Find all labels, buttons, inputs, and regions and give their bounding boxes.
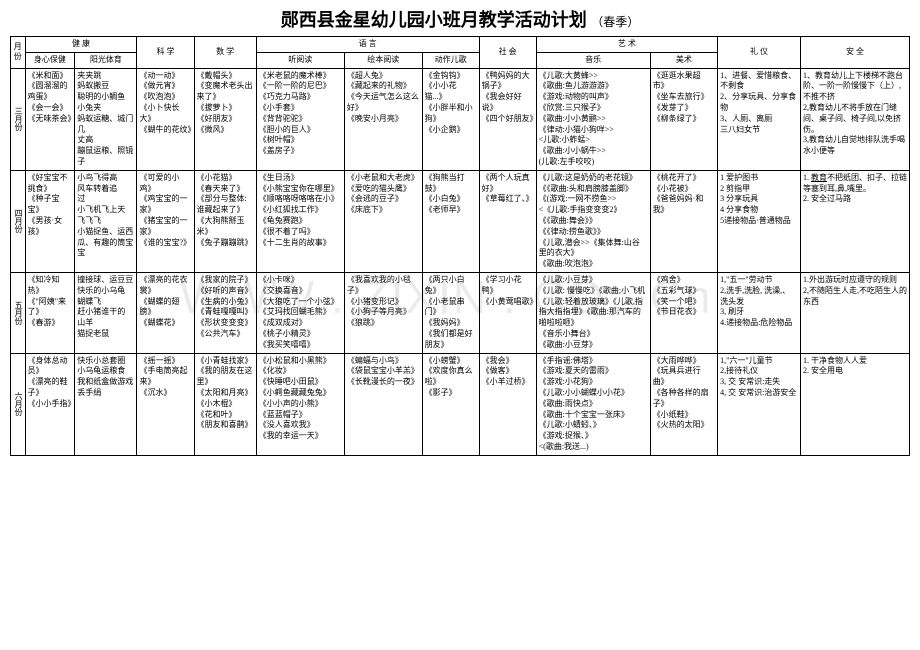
sun-cell: 夹夹跳蚂蚁搬豆聪明的小鲷鱼小兔夹蚂蚁运糖、城门几丈高蹦鼠运粮、照镜子 — [75, 68, 137, 170]
h-song: 动作儿歌 — [422, 52, 479, 68]
table-row: 五月份《知冷知热》《"阿姨"来了》《春游》撞接球、运豆豆快乐的小乌龟蝴蝶飞赶小猪… — [11, 272, 910, 353]
h-listen: 听阅读 — [256, 52, 344, 68]
h-art: 艺 术 — [536, 37, 717, 53]
social-cell: 《鸭妈妈的大锅子》《我会好好说》《四个好朋友》 — [479, 68, 536, 170]
h-picture: 绘本阅读 — [344, 52, 422, 68]
h-safety: 安 全 — [801, 37, 910, 69]
science-cell: 《可爱的小鸡》《鸡宝宝的一家》《猪宝宝的一家》《谁的宝宝?》 — [137, 170, 194, 272]
music-cell: 《手指谣:佛塔》《游戏:夏天的雷雨》《游戏:小花狗》《儿歌:小小蝴蝶小小花》《歌… — [536, 353, 650, 455]
body-cell: 《身体总动员》《漂亮的鞋子》《小小手指》 — [25, 353, 75, 455]
picture-cell: 《蝙蝠与小鸟》《袋鼠宝宝小羊羔》《长靴漫长的一夜》 — [344, 353, 422, 455]
h-fine: 美术 — [650, 52, 717, 68]
song-cell: 《金钩钩》《小小花猫...》《小胖半和小狗》《小企鹅》 — [422, 68, 479, 170]
plan-table: 月份 健 康 科 学 数 学 语 言 社 会 艺 术 礼 仪 安 全 身心保健 … — [10, 36, 910, 456]
listen-cell: 《小卡咪》《交换喜音》《大狼吃了一个小弦》《艾玛找回蝴毛熊》《成双成对》《桃子小… — [256, 272, 344, 353]
body-cell: 《米和面》《圆溜溜的鸡蛋》《会一会》《无味茶会》 — [25, 68, 75, 170]
table-row: 六月份《身体总动员》《漂亮的鞋子》《小小手指》快乐小总套圈小乌龟运粮食我和纸盒做… — [11, 353, 910, 455]
social-cell: 《两个人玩真好》《草莓红了、》 — [479, 170, 536, 272]
math-cell: 《戴帽头》《变魔术老头出来了》《拔萝卜》《好朋友》《微风》 — [194, 68, 256, 170]
song-cell: 《小螃蟹》《欢度你真么啦》《影子》 — [422, 353, 479, 455]
table-row: 四月份《好宝宝不挑食》《种子宝宝》《男孩·女孩》小鸟飞得高风车转着追过小飞机飞上… — [11, 170, 910, 272]
safety-cell: 1.外出游玩时应遵守的规则2,不随陌生人走,不吃陌生人的东西 — [801, 272, 910, 353]
etiquette-cell: 1,"五一"劳动节2,洗手,洗脸, 洗澡,、洗头发3, 刷牙4.递接物品:危险物… — [718, 272, 801, 353]
h-science: 科 学 — [137, 37, 194, 69]
song-cell: 《两只小白兔》《小老鼠串门》《我妈妈》《我们都是好朋友》 — [422, 272, 479, 353]
math-cell: 《小花猫》《春天来了》《部分与整体:谁藏起来了》《大狗熊掰玉米》《兔子蹦蹦跳》 — [194, 170, 256, 272]
title-sub: （春季） — [591, 15, 639, 29]
picture-cell: 《我喜欢我的小毯子》《小猪变形记》《小狗子等月亮》《狼跳》 — [344, 272, 422, 353]
sun-cell: 撞接球、运豆豆快乐的小乌龟蝴蝶飞赶小猪谁干的山羊猫捉老鼠 — [75, 272, 137, 353]
science-cell: 《摇一摇》《手电筒亮起来》《沉水》 — [137, 353, 194, 455]
title-main: 郧西县金星幼儿园小班月教学活动计划 — [281, 10, 587, 30]
listen-cell: 《生日汤》《小熊宝宝你在哪里》《顺咯咯呀咯咯在小》《小红狐找工作》《龟兔赛跑》《… — [256, 170, 344, 272]
music-cell: 《儿歌:大黄蜂>>《歌曲:鱼儿游游游》《游戏:动物的叫声》《欣赏:三只猴子》《歌… — [536, 68, 650, 170]
fine-cell: 《逛逛水果超市》《坐车去旅行》《发芽了》《柳条绿了》 — [650, 68, 717, 170]
song-cell: 《狗熊当打鼓》《小白兔》《老师早》 — [422, 170, 479, 272]
fine-cell: 《大雨哗哗》《玩具兵进行曲》《各种各样的扇子》《小纸鞋》《火热的太阳》 — [650, 353, 717, 455]
picture-cell: 《超人兔》《藏起来的礼物》《今天运气怎么这么好》《晚安小月亮》 — [344, 68, 422, 170]
month-cell: 五月份 — [11, 272, 26, 353]
safety-cell: 1、教育幼儿上下楼梯不跑台阶、一阶一阶慢慢下（上）,不推不挤2,教育幼儿不将手放… — [801, 68, 910, 170]
h-health: 健 康 — [25, 37, 137, 53]
sun-cell: 快乐小总套圈小乌龟运粮食我和纸盒做游戏丢手绢 — [75, 353, 137, 455]
page-title: 郧西县金星幼儿园小班月教学活动计划 （春季） — [0, 0, 920, 36]
etiquette-cell: 1,"六一"儿童节2,接待礼仪3, 交 安常识:走失4, 交 安常识:治游安全 — [718, 353, 801, 455]
etiquette-cell: 1 爱护图书2 剪指甲3 分享玩具4 分享食物5递接物品·普通物品 — [718, 170, 801, 272]
h-language: 语 言 — [256, 37, 479, 53]
math-cell: 《小青蛙找家》《我的朋友在这里》《太阳和月亮》《小木棍》《花和叶》《朋友和喜鹊》 — [194, 353, 256, 455]
math-cell: 《我家的院子》《好听的声音》《生病的小兔》《青蛙嘎嘎叫》《形状变变变》《公共汽车… — [194, 272, 256, 353]
h-math: 数 学 — [194, 37, 256, 69]
fine-cell: 《鸡舍》《五彩气球》《笑一个吧》《节日花衣》 — [650, 272, 717, 353]
body-cell: 《知冷知热》《"阿姨"来了》《春游》 — [25, 272, 75, 353]
safety-cell: 1. 干净食物人人爱2. 安全用电 — [801, 353, 910, 455]
safety-cell: 1. 教育不把纸团、扣子、拉链等塞到耳,鼻,嘴里。2. 安全过马路 — [801, 170, 910, 272]
music-cell: 《儿歌:小豆芽》《儿歌: 慢慢吃》《歌曲;小飞机《儿歌:轻着放玻璃》《儿歌,指指… — [536, 272, 650, 353]
music-cell: 《儿歌:这是奶奶的老花镜》《《歌曲:头和肩膀膝盖脚》《(游戏:一网不捞鱼>><《… — [536, 170, 650, 272]
listen-cell: 《米老鼠的魔术棒》《一阶一阶的尼巴》《巧克力马路》《小手套》《背背驼驼》《胆小的… — [256, 68, 344, 170]
h-sun: 阳光体育 — [75, 52, 137, 68]
etiquette-cell: 1、进餐、爱惜粮食、不剩食2、分享玩具、分享食物3、人厕、离厕三八妇女节 — [718, 68, 801, 170]
sun-cell: 小鸟飞得高风车转着追过小飞机飞上天飞飞飞小猫捉鱼、运西瓜、有趣的筒宝宝 — [75, 170, 137, 272]
fine-cell: 《桃花开了》《小花被》《爸爸妈妈·和我》 — [650, 170, 717, 272]
social-cell: 《我会》《做客》《小羊过桥》 — [479, 353, 536, 455]
month-cell: 四月份 — [11, 170, 26, 272]
body-cell: 《好宝宝不挑食》《种子宝宝》《男孩·女孩》 — [25, 170, 75, 272]
social-cell: 《学习小花鸭》《小黄莺唱歌》 — [479, 272, 536, 353]
month-cell: 三月份 — [11, 68, 26, 170]
h-social: 社 会 — [479, 37, 536, 69]
science-cell: 《漂亮的花衣裳》《蝴蝶的翅膀》《蝴蝶花》 — [137, 272, 194, 353]
h-music: 音乐 — [536, 52, 650, 68]
month-cell: 六月份 — [11, 353, 26, 455]
listen-cell: 《小松鼠和小黑熊》《化妆》《快睡吧小田鼠》《小鳄鱼藏藏兔兔》《小小声的小熊》《蓝… — [256, 353, 344, 455]
table-row: 三月份《米和面》《圆溜溜的鸡蛋》《会一会》《无味茶会》夹夹跳蚂蚁搬豆聪明的小鲷鱼… — [11, 68, 910, 170]
picture-cell: 《小老鼠和大老虎》《爱吃的猫头鹰》《会逃的豆子》《床底下》 — [344, 170, 422, 272]
h-month: 月份 — [11, 37, 26, 69]
h-etiquette: 礼 仪 — [718, 37, 801, 69]
science-cell: 《动一动》《做元宵》《吹泡泡》《小卜快长大》《蝴牛的花纹》 — [137, 68, 194, 170]
h-body: 身心保健 — [25, 52, 75, 68]
